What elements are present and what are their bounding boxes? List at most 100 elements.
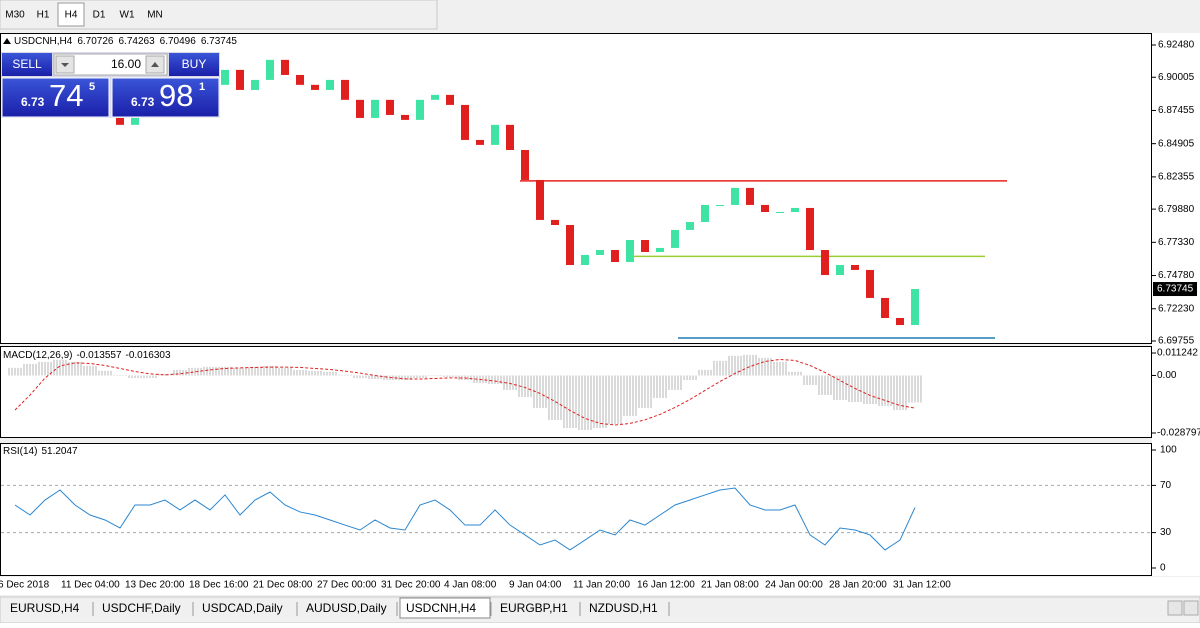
- tab-label: EURUSD,H4: [10, 601, 80, 615]
- candle: [476, 139, 484, 145]
- ohlc-value: 6.73745: [201, 36, 238, 47]
- price-tick-label: 6.77330: [1158, 237, 1195, 248]
- macd-tick-label: 0.00: [1157, 370, 1177, 381]
- candle: [371, 99, 379, 118]
- candle: [596, 250, 604, 255]
- candle: [446, 94, 454, 105]
- macd-signal: [14, 358, 916, 426]
- signal-value: -0.016303: [126, 350, 171, 361]
- candle: [491, 124, 499, 145]
- ask-small: 1: [199, 81, 205, 93]
- price-tick-label: 6.84905: [1158, 138, 1195, 149]
- symbol-tab[interactable]: [494, 600, 579, 618]
- symbol-tab[interactable]: [399, 597, 491, 619]
- buy-button[interactable]: [169, 53, 219, 76]
- timeframe-label: H1: [37, 10, 50, 21]
- tab-label: USDCNH,H4: [406, 601, 476, 615]
- ask-prefix: 6.73: [131, 95, 155, 109]
- scroll-left[interactable]: [1167, 600, 1183, 616]
- ohlc-value: 6.70726: [77, 36, 114, 47]
- timeframe-button[interactable]: [57, 2, 85, 27]
- time-label: 16 Jan 12:00: [637, 580, 695, 591]
- candle: [761, 204, 769, 212]
- bid-small: 5: [89, 81, 95, 93]
- rsi-header: RSI(14) 51.2047: [3, 446, 78, 457]
- candle: [836, 264, 844, 276]
- candle: [731, 187, 739, 205]
- rsi-tick-label: 30: [1160, 527, 1172, 538]
- symbol-tab[interactable]: [196, 600, 296, 618]
- time-label: 21 Jan 08:00: [701, 580, 759, 591]
- price-tick-label: 6.82355: [1158, 172, 1195, 183]
- candle: [221, 69, 229, 85]
- symbol-tab[interactable]: [4, 600, 92, 618]
- time-label: 18 Dec 16:00: [189, 580, 249, 591]
- timeframe-button[interactable]: [114, 3, 140, 26]
- price-tick-label: 6.87455: [1158, 105, 1195, 116]
- lot-value: 16.00: [111, 57, 141, 71]
- candle: [566, 225, 574, 265]
- price-tick-label: 6.90005: [1158, 72, 1195, 83]
- price-tick-label: 6.69755: [1158, 336, 1195, 347]
- timeframe-label: MN: [147, 10, 163, 21]
- candle: [641, 239, 649, 252]
- timeframe-label: H4: [65, 10, 78, 21]
- time-axis: [0, 577, 1200, 595]
- rsi-tick-label: 0: [1160, 563, 1166, 574]
- candle: [866, 269, 874, 298]
- ohlc-value: 6.70496: [160, 36, 197, 47]
- rsi-tick-label: 70: [1160, 480, 1172, 491]
- time-label: 4 Jan 08:00: [444, 580, 497, 591]
- lot-input[interactable]: [53, 53, 168, 76]
- time-label: 9 Jan 04:00: [509, 580, 562, 591]
- timeframe-button[interactable]: [86, 3, 112, 26]
- bid-big: 74: [49, 78, 83, 113]
- candle: [311, 84, 319, 90]
- time-label: 11 Dec 04:00: [61, 580, 120, 591]
- timeframe-button[interactable]: [30, 3, 56, 26]
- sell-label: SELL: [12, 57, 42, 71]
- scroll-right[interactable]: [1183, 600, 1199, 616]
- candle: [326, 79, 334, 90]
- chart-header: USDCNH,H4 6.70726 6.74263 6.70496 6.73745: [14, 36, 237, 47]
- symbol: USDCNH,H4: [14, 36, 73, 47]
- current-price-label: 6.73745: [1157, 284, 1194, 295]
- timeframe-button[interactable]: [2, 3, 28, 26]
- candle: [716, 204, 724, 206]
- time-label: 13 Dec 20:00: [125, 580, 185, 591]
- ohlc-value: 6.74263: [119, 36, 156, 47]
- timeframe-button[interactable]: [142, 3, 168, 26]
- macd-tick-label: -0.028797: [1157, 428, 1200, 439]
- macd-header: MACD(12,26,9) -0.013557 -0.016303: [3, 350, 171, 361]
- sell-button[interactable]: [2, 53, 52, 76]
- symbol-tab[interactable]: [300, 600, 396, 618]
- candle: [506, 124, 514, 150]
- ask-box[interactable]: [111, 77, 220, 118]
- symbol-tab[interactable]: [96, 600, 192, 618]
- tab-label: USDCAD,Daily: [202, 601, 283, 615]
- timeframe-label: M30: [5, 10, 25, 21]
- candle: [581, 254, 589, 265]
- candle: [881, 297, 889, 319]
- candle: [851, 264, 859, 270]
- price-tick-label: 6.74780: [1158, 270, 1195, 281]
- price-axis: [1152, 33, 1200, 576]
- timeframe-label: W1: [120, 10, 135, 21]
- symbol-tab[interactable]: [583, 600, 668, 618]
- header-arrow: [3, 38, 11, 44]
- timeframe-label: D1: [93, 10, 106, 21]
- bid-box[interactable]: [1, 77, 110, 118]
- time-label: 11 Jan 20:00: [573, 580, 631, 591]
- candle: [896, 318, 904, 326]
- candle: [461, 104, 469, 140]
- time-label: 24 Jan 00:00: [765, 580, 823, 591]
- price-tick-label: 6.92480: [1158, 40, 1195, 51]
- rsi-line: [14, 487, 916, 551]
- lot-up-arrow: [151, 62, 159, 67]
- time-label: 31 Dec 20:00: [381, 580, 441, 591]
- time-label: 27 Dec 00:00: [317, 580, 377, 591]
- candle: [296, 74, 304, 85]
- candle: [686, 222, 694, 230]
- tab-label: AUDUSD,Daily: [306, 601, 387, 615]
